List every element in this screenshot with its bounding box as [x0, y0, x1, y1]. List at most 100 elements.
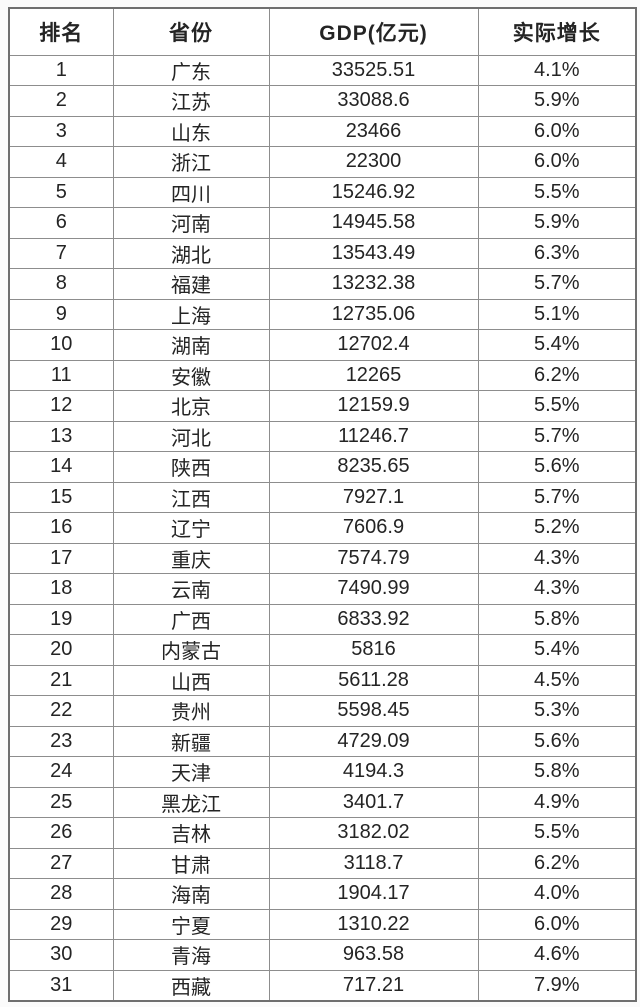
table-row: 4 浙江 22300 6.0% [8, 146, 637, 178]
table-row: 1 广东 33525.51 4.1% [8, 54, 637, 86]
cell-growth: 5.6% [477, 725, 637, 757]
cell-rank: 12 [8, 390, 114, 422]
cell-rank: 6 [8, 207, 114, 239]
table-row: 11 安徽 12265 6.2% [8, 359, 637, 391]
cell-growth: 6.0% [477, 146, 637, 178]
cell-province: 云南 [112, 573, 270, 605]
cell-rank: 15 [8, 481, 114, 513]
cell-gdp: 11246.7 [268, 420, 479, 452]
cell-growth: 6.3% [477, 237, 637, 269]
cell-gdp: 23466 [268, 115, 479, 147]
cell-rank: 17 [8, 542, 114, 574]
cell-rank: 2 [8, 85, 114, 117]
cell-gdp: 12159.9 [268, 390, 479, 422]
table-row: 19 广西 6833.92 5.8% [8, 603, 637, 635]
cell-growth: 6.0% [477, 908, 637, 940]
cell-growth: 4.1% [477, 54, 637, 86]
cell-province: 辽宁 [112, 512, 270, 544]
table-row: 12 北京 12159.9 5.5% [8, 390, 637, 422]
cell-province: 青海 [112, 939, 270, 971]
cell-rank: 1 [8, 54, 114, 86]
table-row: 16 辽宁 7606.9 5.2% [8, 512, 637, 544]
cell-gdp: 717.21 [268, 969, 479, 1001]
cell-province: 广东 [112, 54, 270, 86]
cell-gdp: 7574.79 [268, 542, 479, 574]
cell-rank: 11 [8, 359, 114, 391]
table-row: 3 山东 23466 6.0% [8, 115, 637, 147]
cell-rank: 30 [8, 939, 114, 971]
cell-province: 海南 [112, 878, 270, 910]
cell-province: 重庆 [112, 542, 270, 574]
cell-province: 广西 [112, 603, 270, 635]
table-row: 10 湖南 12702.4 5.4% [8, 329, 637, 361]
table-row: 27 甘肃 3118.7 6.2% [8, 847, 637, 879]
cell-rank: 31 [8, 969, 114, 1001]
cell-growth: 4.3% [477, 542, 637, 574]
cell-growth: 5.7% [477, 420, 637, 452]
column-header-rank: 排名 [8, 7, 114, 56]
cell-gdp: 7490.99 [268, 573, 479, 605]
cell-province: 黑龙江 [112, 786, 270, 818]
table-row: 31 西藏 717.21 7.9% [8, 969, 637, 1001]
cell-gdp: 13232.38 [268, 268, 479, 300]
cell-growth: 7.9% [477, 969, 637, 1001]
cell-growth: 5.9% [477, 85, 637, 117]
cell-gdp: 5611.28 [268, 664, 479, 696]
cell-rank: 10 [8, 329, 114, 361]
cell-growth: 5.7% [477, 481, 637, 513]
cell-rank: 27 [8, 847, 114, 879]
cell-rank: 18 [8, 573, 114, 605]
cell-province: 上海 [112, 298, 270, 330]
table-row: 6 河南 14945.58 5.9% [8, 207, 637, 239]
cell-province: 山西 [112, 664, 270, 696]
table-row: 20 内蒙古 5816 5.4% [8, 634, 637, 666]
cell-province: 安徽 [112, 359, 270, 391]
table-row: 13 河北 11246.7 5.7% [8, 420, 637, 452]
cell-gdp: 1904.17 [268, 878, 479, 910]
cell-growth: 5.5% [477, 390, 637, 422]
cell-growth: 5.5% [477, 176, 637, 208]
cell-growth: 4.6% [477, 939, 637, 971]
cell-gdp: 4194.3 [268, 756, 479, 788]
cell-growth: 6.2% [477, 359, 637, 391]
cell-province: 湖南 [112, 329, 270, 361]
column-header-growth: 实际增长 [477, 7, 637, 56]
column-header-gdp: GDP(亿元) [268, 7, 479, 56]
cell-rank: 13 [8, 420, 114, 452]
cell-rank: 25 [8, 786, 114, 818]
cell-rank: 21 [8, 664, 114, 696]
cell-growth: 5.3% [477, 695, 637, 727]
cell-gdp: 15246.92 [268, 176, 479, 208]
cell-province: 湖北 [112, 237, 270, 269]
cell-gdp: 14945.58 [268, 207, 479, 239]
table-body: 1 广东 33525.51 4.1% 2 江苏 33088.6 5.9% 3 山东 23466 6.0… [8, 54, 637, 1001]
table-row: 25 黑龙江 3401.7 4.9% [8, 786, 637, 818]
cell-province: 新疆 [112, 725, 270, 757]
cell-gdp: 8235.65 [268, 451, 479, 483]
cell-province: 福建 [112, 268, 270, 300]
table-row: 9 上海 12735.06 5.1% [8, 298, 637, 330]
cell-province: 吉林 [112, 817, 270, 849]
table-row: 17 重庆 7574.79 4.3% [8, 542, 637, 574]
cell-rank: 24 [8, 756, 114, 788]
cell-rank: 9 [8, 298, 114, 330]
table-row: 22 贵州 5598.45 5.3% [8, 695, 637, 727]
header-row: 排名 省份 GDP(亿元) 实际增长 [8, 7, 637, 56]
table-row: 29 宁夏 1310.22 6.0% [8, 908, 637, 940]
cell-province: 江西 [112, 481, 270, 513]
cell-province: 浙江 [112, 146, 270, 178]
table-row: 2 江苏 33088.6 5.9% [8, 85, 637, 117]
cell-gdp: 3401.7 [268, 786, 479, 818]
cell-rank: 28 [8, 878, 114, 910]
cell-growth: 5.7% [477, 268, 637, 300]
cell-gdp: 7606.9 [268, 512, 479, 544]
cell-gdp: 12265 [268, 359, 479, 391]
cell-rank: 5 [8, 176, 114, 208]
table-row: 15 江西 7927.1 5.7% [8, 481, 637, 513]
cell-growth: 5.4% [477, 329, 637, 361]
cell-gdp: 22300 [268, 146, 479, 178]
cell-gdp: 33088.6 [268, 85, 479, 117]
cell-gdp: 5816 [268, 634, 479, 666]
cell-province: 西藏 [112, 969, 270, 1001]
cell-growth: 4.9% [477, 786, 637, 818]
